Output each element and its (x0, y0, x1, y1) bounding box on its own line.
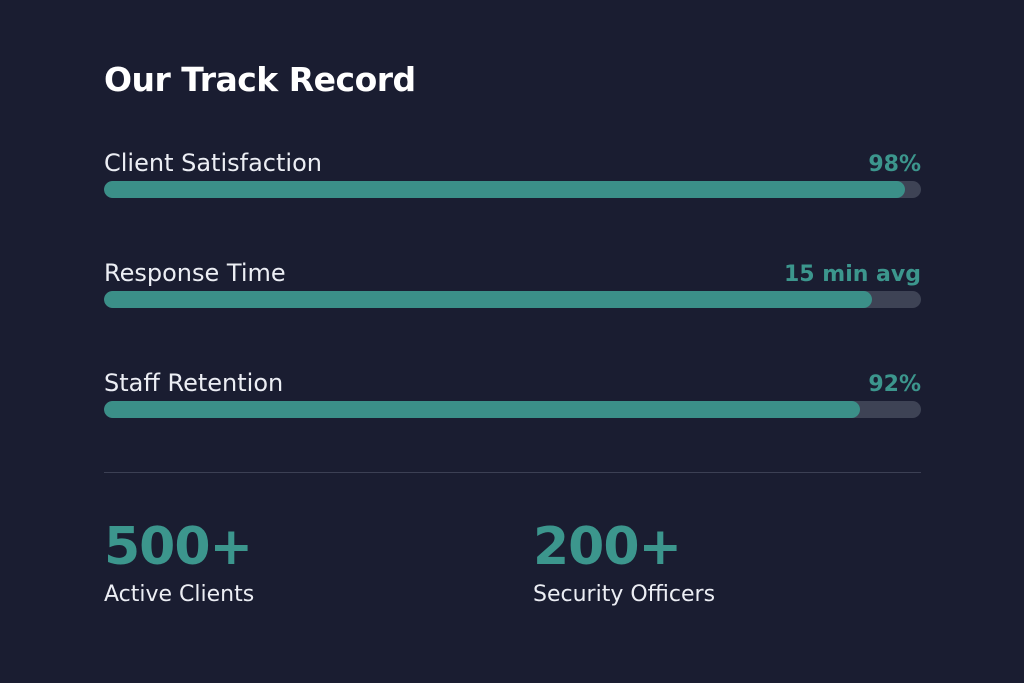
stat-number: 200+ (533, 517, 682, 577)
metric-header: Response Time 15 min avg (104, 256, 921, 290)
metric-label: Client Satisfaction (104, 149, 322, 177)
progress-fill (104, 401, 860, 418)
metric-staff-retention: Staff Retention 92% (104, 366, 921, 476)
progress-track (104, 401, 921, 418)
progress-fill (104, 291, 872, 308)
metric-value: 98% (868, 152, 921, 177)
stat-label: Security Officers (533, 582, 716, 607)
progress-fill (104, 181, 905, 198)
metric-header: Staff Retention 92% (104, 366, 921, 400)
stat-active-clients: 500+ Active Clients (104, 516, 254, 610)
section-divider (104, 472, 921, 473)
metric-label: Response Time (104, 259, 286, 287)
metric-response-time: Response Time 15 min avg (104, 256, 921, 366)
metrics-list: Client Satisfaction 98% Response Time 15… (104, 146, 921, 476)
section-title: Our Track Record (104, 60, 416, 99)
stat-label: Active Clients (104, 582, 255, 607)
progress-track (104, 291, 921, 308)
stat-number: 500+ (104, 517, 253, 577)
metric-client-satisfaction: Client Satisfaction 98% (104, 146, 921, 256)
metric-value: 15 min avg (784, 262, 921, 287)
progress-track (104, 181, 921, 198)
stats-row: 500+ Active Clients 200+ Security Office… (104, 516, 921, 626)
metric-header: Client Satisfaction 98% (104, 146, 921, 180)
metric-value: 92% (868, 372, 921, 397)
track-record-panel: Our Track Record Client Satisfaction 98%… (104, 60, 921, 607)
metric-label: Staff Retention (104, 369, 284, 397)
stat-security-officers: 200+ Security Officers (533, 516, 715, 610)
